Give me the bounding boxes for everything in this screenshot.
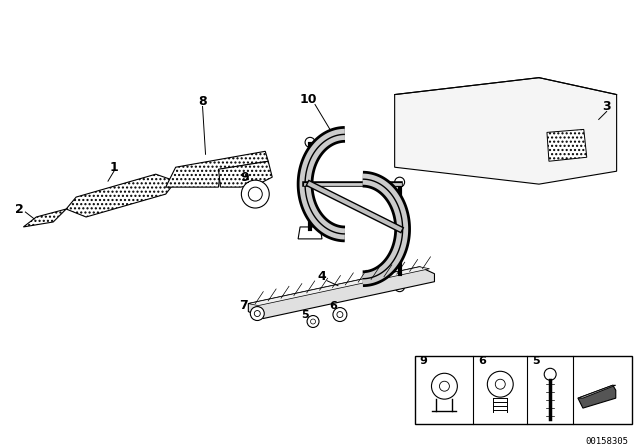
Text: 9: 9 — [240, 171, 249, 184]
Circle shape — [305, 138, 315, 147]
Polygon shape — [248, 267, 429, 306]
Circle shape — [254, 310, 260, 317]
Polygon shape — [24, 209, 66, 227]
Text: 7: 7 — [239, 299, 248, 312]
Bar — [415, 356, 632, 424]
Text: 3: 3 — [602, 100, 611, 113]
Circle shape — [333, 308, 347, 322]
Polygon shape — [547, 129, 587, 161]
Text: 1: 1 — [109, 161, 118, 174]
Polygon shape — [66, 174, 175, 217]
Circle shape — [250, 306, 264, 320]
Circle shape — [310, 319, 316, 324]
Text: 10: 10 — [300, 93, 317, 106]
Text: 5: 5 — [301, 310, 309, 319]
Circle shape — [241, 180, 269, 208]
Text: 2: 2 — [15, 202, 24, 215]
Polygon shape — [218, 161, 272, 187]
Polygon shape — [248, 267, 435, 319]
Circle shape — [495, 379, 505, 389]
Circle shape — [440, 381, 449, 391]
Text: 5: 5 — [532, 356, 540, 366]
Polygon shape — [298, 227, 322, 239]
Circle shape — [395, 177, 404, 187]
Circle shape — [487, 371, 513, 397]
Text: 00158305: 00158305 — [586, 437, 628, 446]
Text: 6: 6 — [329, 301, 337, 310]
Text: 9: 9 — [420, 356, 428, 366]
Polygon shape — [387, 272, 413, 284]
Text: 8: 8 — [198, 95, 207, 108]
Text: 4: 4 — [317, 270, 326, 283]
Polygon shape — [578, 385, 616, 408]
Circle shape — [248, 187, 262, 201]
Text: 6: 6 — [478, 356, 486, 366]
Circle shape — [544, 368, 556, 380]
Circle shape — [337, 311, 343, 318]
Circle shape — [431, 373, 458, 399]
Circle shape — [395, 282, 404, 292]
Polygon shape — [166, 151, 268, 187]
Polygon shape — [578, 385, 616, 398]
Circle shape — [307, 315, 319, 327]
Polygon shape — [395, 78, 616, 184]
